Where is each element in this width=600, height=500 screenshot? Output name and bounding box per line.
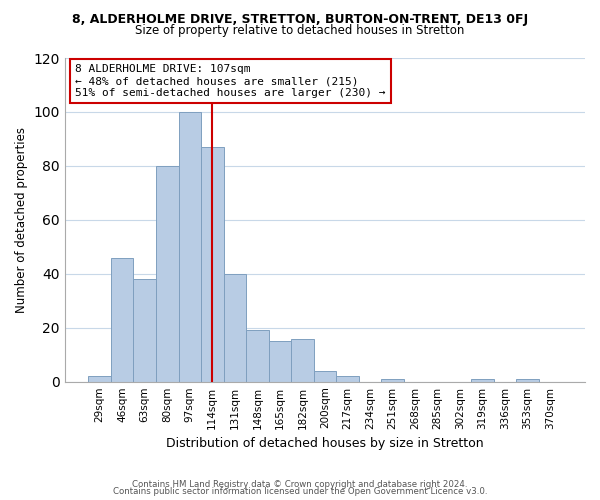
Bar: [269, 341, 291, 382]
Bar: [314, 371, 336, 382]
Bar: [111, 258, 133, 382]
X-axis label: Distribution of detached houses by size in Stretton: Distribution of detached houses by size …: [166, 437, 484, 450]
Bar: [201, 147, 224, 382]
Text: Size of property relative to detached houses in Stretton: Size of property relative to detached ho…: [136, 24, 464, 37]
Text: 8, ALDERHOLME DRIVE, STRETTON, BURTON-ON-TRENT, DE13 0FJ: 8, ALDERHOLME DRIVE, STRETTON, BURTON-ON…: [72, 12, 528, 26]
Bar: [179, 112, 201, 382]
Bar: [88, 376, 111, 382]
Text: 8 ALDERHOLME DRIVE: 107sqm
← 48% of detached houses are smaller (215)
51% of sem: 8 ALDERHOLME DRIVE: 107sqm ← 48% of deta…: [75, 64, 386, 98]
Bar: [246, 330, 269, 382]
Bar: [291, 338, 314, 382]
Bar: [471, 379, 494, 382]
Y-axis label: Number of detached properties: Number of detached properties: [15, 127, 28, 313]
Text: Contains public sector information licensed under the Open Government Licence v3: Contains public sector information licen…: [113, 487, 487, 496]
Text: Contains HM Land Registry data © Crown copyright and database right 2024.: Contains HM Land Registry data © Crown c…: [132, 480, 468, 489]
Bar: [224, 274, 246, 382]
Bar: [517, 379, 539, 382]
Bar: [381, 379, 404, 382]
Bar: [156, 166, 179, 382]
Bar: [336, 376, 359, 382]
Bar: [133, 279, 156, 382]
